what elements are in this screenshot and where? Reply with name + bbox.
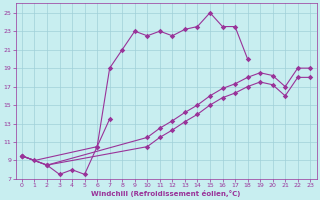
- X-axis label: Windchill (Refroidissement éolien,°C): Windchill (Refroidissement éolien,°C): [92, 190, 241, 197]
